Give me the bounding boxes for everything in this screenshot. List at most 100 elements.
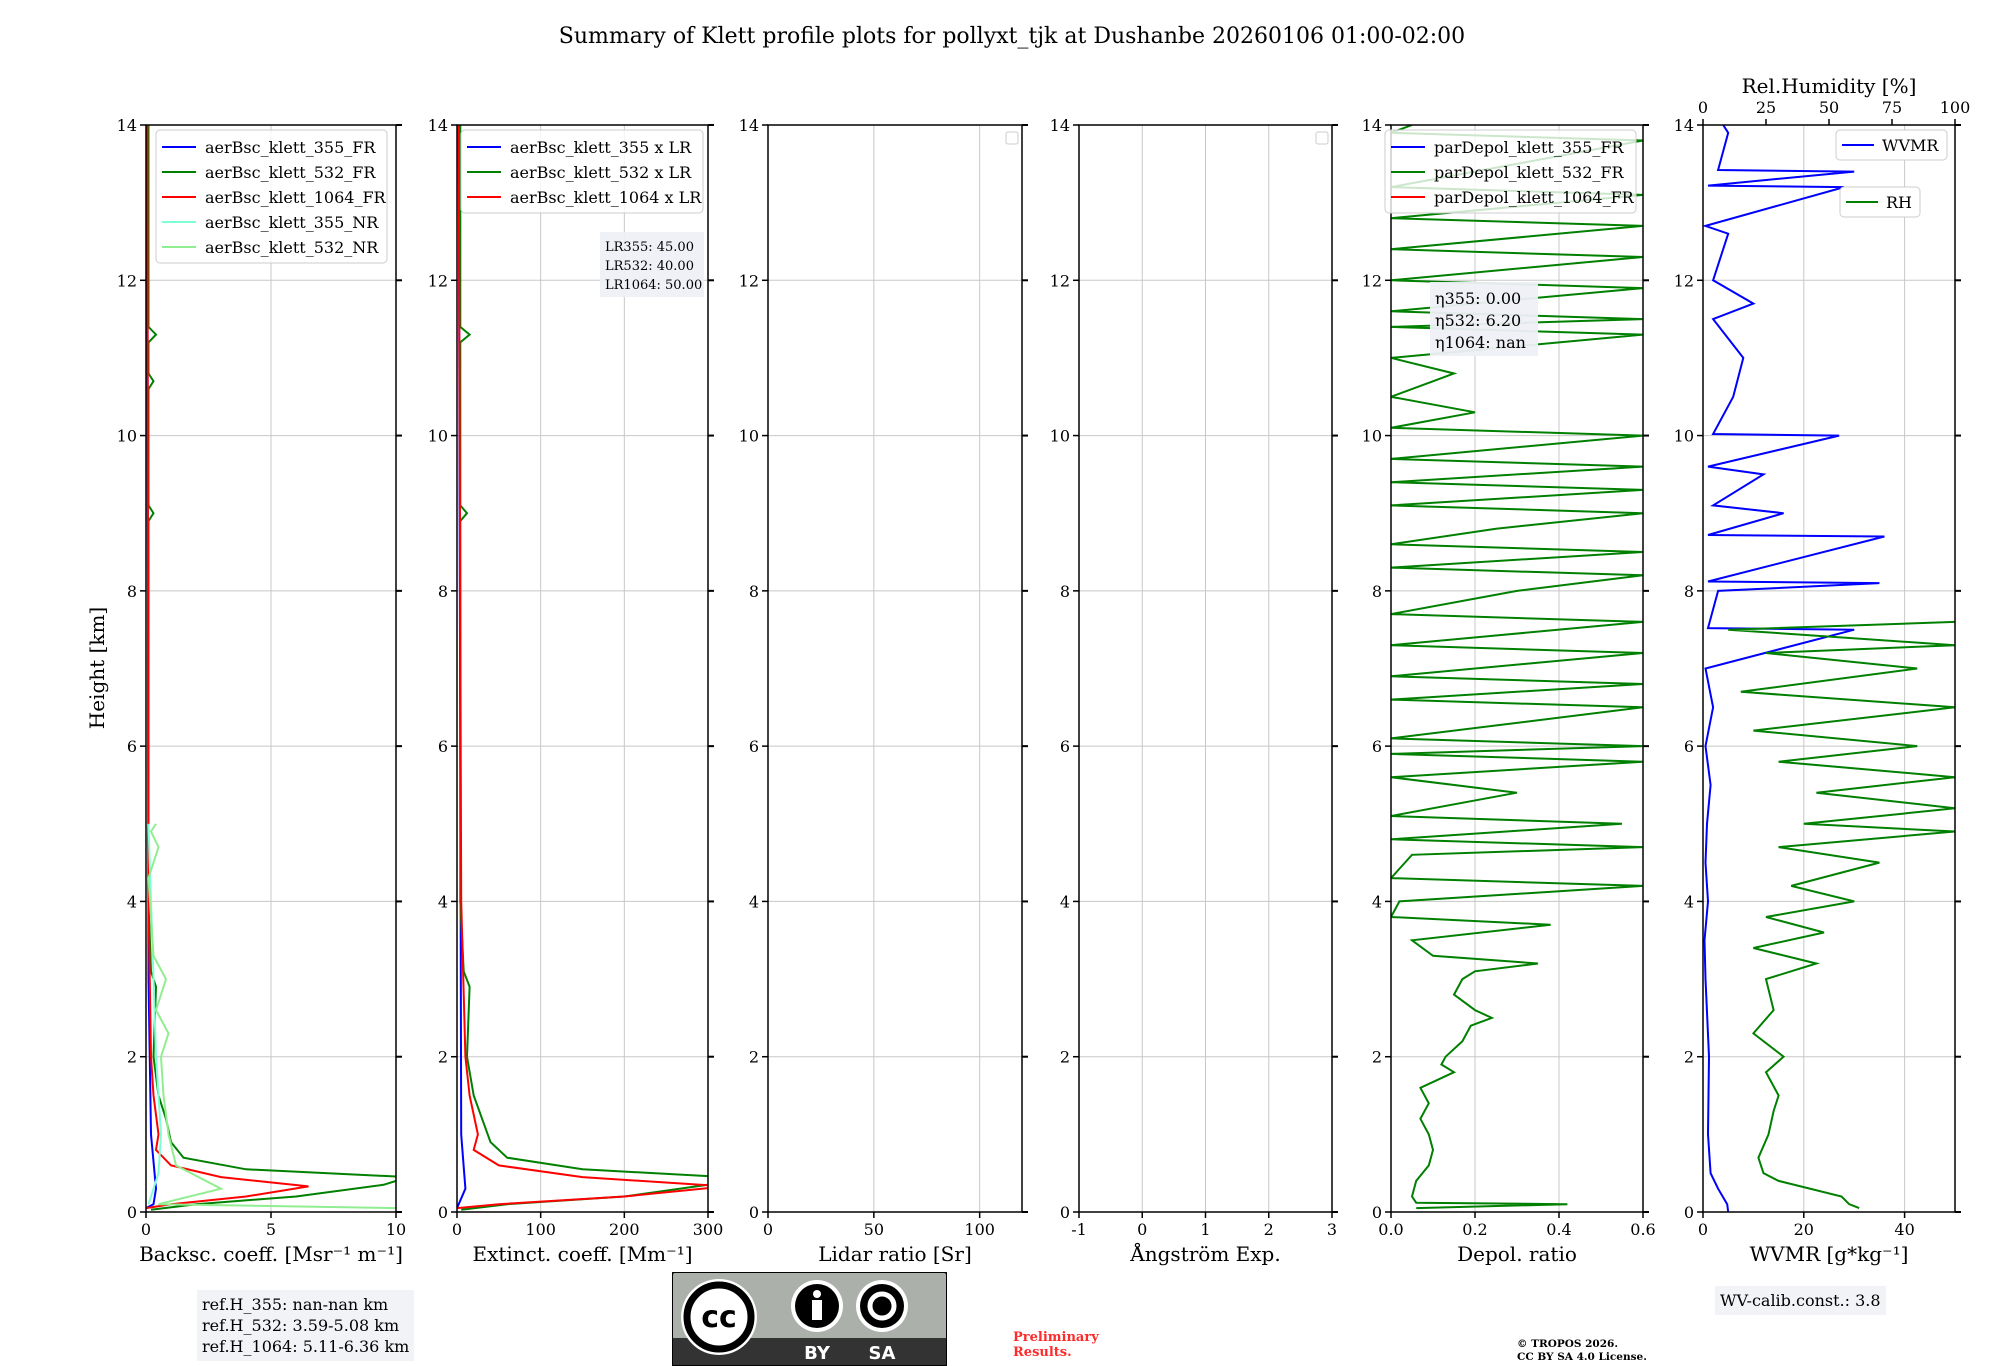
series-line-aerBsc_klett_355_NR	[147, 823, 163, 1205]
y-tick-label: 0	[749, 1203, 759, 1222]
x-tick-label: 0.6	[1630, 1220, 1655, 1239]
annotation-box: η355: 0.00 η532: 6.20 η1064: nan	[1430, 282, 1538, 356]
series-line-WVMR	[1703, 125, 1885, 1212]
y-tick-label: 14	[1050, 116, 1070, 135]
series-line-RH	[1728, 620, 1955, 1210]
y-tick-label: 2	[438, 1048, 448, 1067]
x-axis-label: Backsc. coeff. [Msr⁻¹ m⁻¹]	[139, 1242, 403, 1266]
axes-frame	[1078, 124, 1333, 1213]
y-tick-label: 12	[1050, 271, 1070, 290]
y-tick-label: 10	[1362, 427, 1382, 446]
y-tick-label: 2	[749, 1048, 759, 1067]
y-tick-label: 14	[739, 116, 759, 135]
copyright-line-1: © TROPOS 2026.	[1517, 1338, 1619, 1350]
legend-frame	[1384, 129, 1637, 214]
legend: aerBsc_klett_355 x LR aerBsc_klett_532 x …	[460, 129, 704, 214]
y-tick-label: 8	[438, 582, 448, 601]
annotation-bg	[600, 232, 704, 297]
annotation-box: LR355: 45.00 LR532: 40.00 LR1064: 50.00	[600, 232, 704, 297]
annotation-line: LR355: 45.00	[605, 240, 694, 255]
y-tick-label: 4	[438, 892, 448, 911]
legend-label: aerBsc_klett_532 x LR	[510, 163, 692, 182]
ref-h-1064: ref.H_1064: 5.11-6.36 km	[202, 1337, 410, 1356]
axes-frame	[1390, 124, 1644, 1213]
share-alike-icon	[867, 1291, 897, 1321]
y-tick-label: 10	[117, 427, 137, 446]
legend-label: aerBsc_klett_532_FR	[205, 163, 376, 182]
y-tick-label: 10	[1674, 427, 1694, 446]
y-tick-label: 8	[1684, 582, 1694, 601]
y-tick-label: 14	[1674, 116, 1694, 135]
x-tick-label: 5	[266, 1220, 276, 1239]
y-tick-label: 6	[1060, 737, 1070, 756]
legend-label: WVMR	[1882, 136, 1939, 155]
x-tick-label: 0.4	[1546, 1220, 1571, 1239]
x-axis-label: Ångström Exp.	[1129, 1241, 1280, 1266]
legend-frame	[1839, 186, 1921, 218]
y-tick-label: 0	[127, 1203, 137, 1222]
panel-3: 0 2 4 6 8 10 12 14 0 50 100 Lidar ratio [Sr]	[739, 116, 1028, 1266]
y-tick-label: 2	[127, 1048, 137, 1067]
legend-label: aerBsc_klett_355 x LR	[510, 138, 692, 157]
cc-by-sa-license-logo: cc BY SA	[672, 1272, 947, 1366]
series-line-aerBsc_klett_532_FR	[147, 125, 396, 1211]
y-tick-label: 4	[127, 892, 137, 911]
ref-h-355: ref.H_355: nan-nan km	[202, 1295, 389, 1314]
y-tick-label: 6	[438, 737, 448, 756]
axes-frame	[145, 124, 397, 1213]
y-axis-label: Height [km]	[85, 607, 109, 729]
y-tick-label: 14	[1362, 116, 1382, 135]
y-tick-label: 6	[1684, 737, 1694, 756]
annotation-line: η532: 6.20	[1435, 311, 1521, 330]
x-axis-label: Lidar ratio [Sr]	[818, 1242, 972, 1266]
y-tick-label: 0	[1060, 1203, 1070, 1222]
x-axis-label: Extinct. coeff. [Mm⁻¹]	[472, 1242, 692, 1266]
top-x-tick-label: 75	[1882, 98, 1902, 117]
x-tick-label: 0	[452, 1220, 462, 1239]
top-axis-label: Rel.Humidity [%]	[1742, 74, 1917, 98]
y-tick-label: 0	[1684, 1203, 1694, 1222]
y-tick-label: 2	[1684, 1048, 1694, 1067]
legend-label: aerBsc_klett_1064 x LR	[510, 188, 702, 207]
cc-sa-text: SA	[869, 1343, 896, 1364]
x-tick-label: 0.0	[1378, 1220, 1403, 1239]
y-tick-label: 2	[1372, 1048, 1382, 1067]
series-line-aerBsc_klett_1064 x LR	[457, 125, 708, 1210]
figure-title: Summary of Klett profile plots for polly…	[559, 24, 1465, 49]
x-tick-label: 100	[964, 1220, 995, 1239]
axes-frame	[456, 124, 709, 1213]
x-tick-label: 0	[1698, 1220, 1708, 1239]
wv-calibration-box: WV-calib.const.: 3.8	[1715, 1286, 1886, 1315]
y-tick-label: 4	[1372, 892, 1382, 911]
legend-label: parDepol_klett_532_FR	[1434, 163, 1625, 182]
x-axis-label: WVMR [g*kg⁻¹]	[1750, 1242, 1909, 1266]
legend: aerBsc_klett_355_FR aerBsc_klett_532_FRae…	[155, 129, 388, 264]
axes-frame	[767, 124, 1023, 1213]
y-tick-label: 10	[739, 427, 759, 446]
y-tick-label: 8	[1372, 582, 1382, 601]
y-tick-label: 14	[117, 116, 137, 135]
cc-logo-text: cc	[701, 1300, 737, 1335]
x-tick-label: 0	[1137, 1220, 1147, 1239]
y-tick-label: 0	[1372, 1203, 1382, 1222]
preliminary-results-note: Preliminary Results.	[1013, 1330, 1099, 1360]
annotation-line: LR532: 40.00	[605, 259, 694, 274]
copyright-note: © TROPOS 2026. CC BY SA 4.0 License.	[1517, 1338, 1647, 1364]
legend-label: RH	[1886, 193, 1912, 212]
annotation-line: η355: 0.00	[1435, 289, 1521, 308]
panel-1: 0 2 4 6 8 10 12 14 0 5 10 Backsc. coeff. [Msr⁻¹ m⁻¹…	[117, 116, 407, 1266]
copyright-line-2: CC BY SA 4.0 License.	[1517, 1351, 1647, 1363]
legend-frame	[1835, 129, 1948, 161]
x-tick-label: 300	[693, 1220, 724, 1239]
x-tick-label: 0.2	[1462, 1220, 1487, 1239]
top-x-tick-label: 25	[1756, 98, 1776, 117]
series-line-aerBsc_klett_532_NR	[147, 823, 396, 1210]
top-x-tick-label: 100	[1940, 98, 1971, 117]
x-axis-label: Depol. ratio	[1457, 1242, 1577, 1266]
annotation-line: η1064: nan	[1435, 333, 1526, 352]
y-tick-label: 8	[749, 582, 759, 601]
legend-frame	[155, 129, 388, 264]
